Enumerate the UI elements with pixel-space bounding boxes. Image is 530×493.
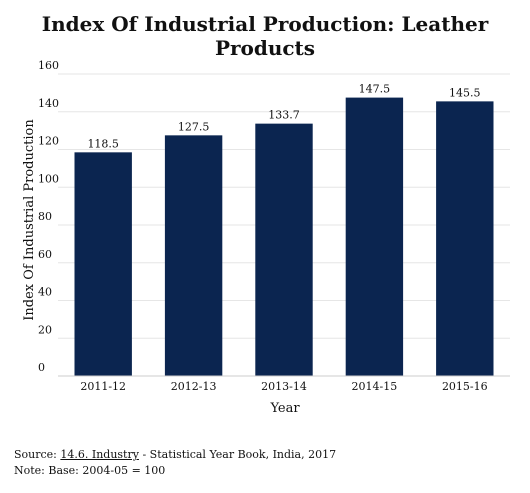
y-tick-label: 160 xyxy=(38,59,59,72)
source-link[interactable]: 14.6. Industry xyxy=(60,448,139,461)
value-label: 133.7 xyxy=(268,109,300,122)
x-axis-label: Year xyxy=(269,401,300,416)
x-axis-ticks: 2011-12 2012-13 2013-14 2014-15 2015-16 xyxy=(80,380,487,393)
bar-2012-13 xyxy=(164,135,223,376)
value-label: 147.5 xyxy=(359,83,391,96)
source-suffix: - Statistical Year Book, India, 2017 xyxy=(138,448,337,461)
bar-2015-16 xyxy=(436,101,494,377)
y-tick-label: 140 xyxy=(38,97,59,110)
y-tick-label: 120 xyxy=(38,135,59,148)
y-axis-label: Index Of Industrial Production xyxy=(22,119,37,321)
bar-2014-15 xyxy=(345,97,404,376)
x-tick-label: 2015-16 xyxy=(442,380,488,393)
x-tick-label: 2012-13 xyxy=(171,380,217,393)
value-label: 145.5 xyxy=(449,86,481,99)
y-tick-label: 100 xyxy=(38,172,59,185)
bars xyxy=(74,97,494,377)
x-tick-label: 2011-12 xyxy=(80,380,126,393)
x-tick-label: 2014-15 xyxy=(352,380,398,393)
y-tick-label: 60 xyxy=(38,248,52,261)
source-prefix: Source: xyxy=(14,448,61,461)
y-tick-label: 40 xyxy=(38,286,52,299)
y-axis-ticks: 0 20 40 60 80 100 120 140 160 xyxy=(38,59,59,374)
chart-title: Index Of Industrial Production: Leather … xyxy=(41,12,489,60)
source-line: Source: 14.6. Industry - Statistical Yea… xyxy=(14,447,336,463)
y-tick-label: 80 xyxy=(38,210,52,223)
value-label: 127.5 xyxy=(178,120,210,133)
x-tick-label: 2013-14 xyxy=(261,380,307,393)
chart-footer: Source: 14.6. Industry - Statistical Yea… xyxy=(14,447,336,479)
value-labels: 118.5 127.5 133.7 147.5 145.5 xyxy=(87,83,480,151)
y-tick-label: 0 xyxy=(38,361,45,374)
bar-2013-14 xyxy=(255,123,313,376)
value-label: 118.5 xyxy=(87,137,119,150)
bar-2011-12 xyxy=(74,152,132,376)
note-line: Note: Base: 2004-05 = 100 xyxy=(14,464,166,477)
y-tick-label: 20 xyxy=(38,323,52,336)
